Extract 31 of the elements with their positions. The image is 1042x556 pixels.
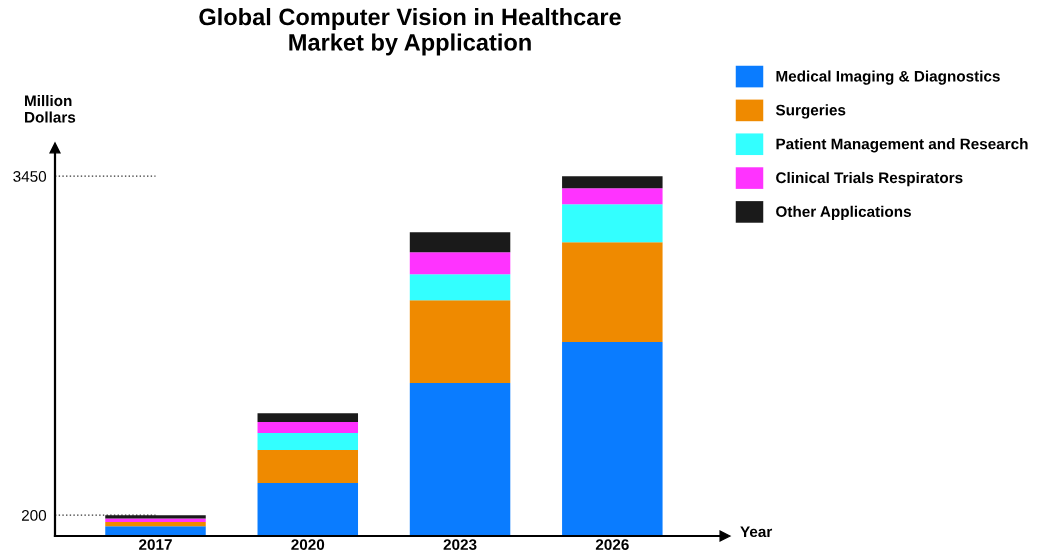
legend-label: Medical Imaging & Diagnostics [776,70,1000,85]
bar [105,526,206,536]
bar [409,232,511,253]
bar [562,242,663,343]
bar [562,342,663,536]
bar [409,252,511,275]
bar [562,188,663,205]
bar [409,300,511,384]
x-tick-label: 2020 [291,539,325,550]
x-tick-label: 2026 [595,539,629,550]
bar [257,422,359,434]
bar [409,274,511,301]
bar [105,521,206,527]
bar [257,413,359,423]
bar [257,450,359,484]
legend-label: Clinical Trials Respirators [776,171,963,187]
y-tick-label: 200 [21,510,47,521]
x-tick-label: 2023 [443,539,477,551]
bar [562,176,663,189]
legend-label: Patient Management and Research [776,138,1028,153]
bar [409,383,511,536]
x-axis-title: Year [740,526,773,538]
legend-label: Surgeries [775,104,846,119]
legend-label: Other Applications [776,205,911,221]
y-tick-label: 3450 [13,171,47,182]
bar [562,204,663,243]
chart-title: Global Computer Vision in Healthcare Market by Application [199,8,621,56]
x-tick-label: 2017 [139,539,172,550]
y-axis-title: Million Dollars [25,95,76,123]
bar [257,483,359,536]
bar [257,433,359,451]
